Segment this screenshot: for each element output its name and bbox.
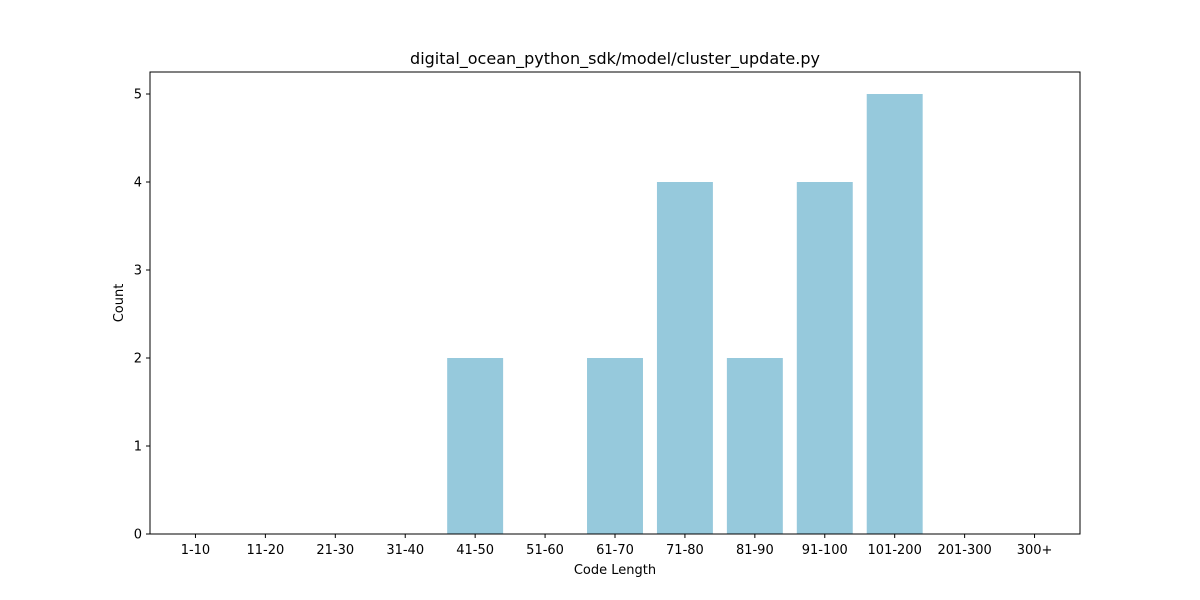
y-tick-label: 3 [134, 264, 142, 279]
x-tick-label: 201-300 [937, 543, 991, 558]
x-tick-label: 21-30 [316, 543, 354, 558]
bar-101-200 [866, 94, 923, 534]
x-tick-label: 81-90 [736, 543, 774, 558]
y-axis-ticks: 0 1 2 3 4 5 [134, 88, 150, 543]
x-tick-label: 61-70 [596, 543, 634, 558]
y-axis-label: Count [112, 284, 127, 323]
x-tick-label: 300+ [1017, 543, 1053, 558]
x-axis-ticks: 1-10 11-20 21-30 31-40 41-50 51-60 61-70 71-80 8… [181, 534, 1053, 558]
x-tick-label: 91-100 [802, 543, 848, 558]
x-tick-label: 71-80 [666, 543, 704, 558]
bar-81-90 [726, 358, 783, 534]
bar-71-80 [656, 182, 713, 534]
chart-title: digital_ocean_python_sdk/model/cluster_u… [410, 49, 820, 69]
bar-91-100 [796, 182, 853, 534]
x-tick-label: 41-50 [456, 543, 494, 558]
bars-group [447, 94, 923, 534]
y-tick-label: 5 [134, 88, 142, 103]
x-tick-label: 11-20 [246, 543, 284, 558]
y-tick-label: 4 [134, 176, 142, 191]
x-tick-label: 51-60 [526, 543, 564, 558]
y-tick-label: 1 [134, 440, 142, 455]
y-tick-label: 2 [134, 352, 142, 367]
x-tick-label: 31-40 [386, 543, 424, 558]
y-tick-label: 0 [134, 528, 142, 543]
x-axis-label: Code Length [574, 563, 656, 578]
x-tick-label: 101-200 [868, 543, 922, 558]
bar-41-50 [447, 358, 504, 534]
x-tick-label: 1-10 [181, 543, 211, 558]
bar-61-70 [587, 358, 643, 534]
